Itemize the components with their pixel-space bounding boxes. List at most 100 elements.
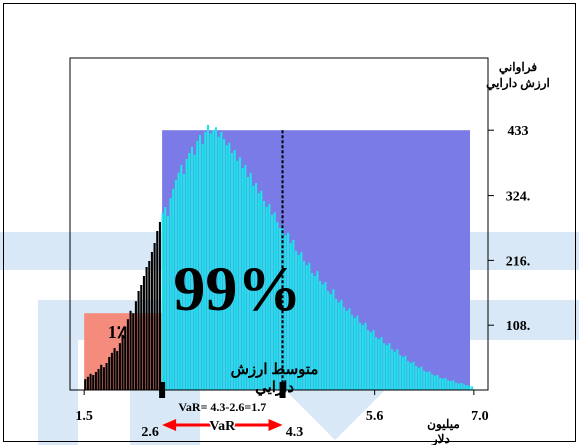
histogram-bar [230,153,234,390]
x-tick-label-var: 2.6 [141,425,159,440]
histogram-bar [148,261,151,390]
histogram-bar [433,375,436,390]
histogram-bar [375,337,378,390]
histogram-bar [84,379,87,390]
var-arrow-head-right [268,419,283,431]
y-tick-label: 324. [506,190,531,205]
histogram-bar [252,186,255,390]
histogram-bar [238,157,242,390]
histogram-bar [116,351,119,390]
histogram-bar [190,147,193,390]
histogram-bar [415,366,418,390]
x-axis-label-line1: ميليون [427,417,460,432]
histogram-bar [367,330,370,390]
mean-label-line1: متوسط ارزش [231,362,319,378]
y-axis-label-line2: ارزش دارايي [486,76,550,91]
histogram-bar [428,371,431,390]
histogram-bar [94,372,97,390]
histogram-bar [129,310,132,390]
x-axis-label-line2: دلار [431,432,450,445]
histogram-bar [113,348,116,390]
histogram-bar [225,145,228,390]
histogram-bar [177,172,180,390]
histogram-bar [377,339,380,390]
var-threshold-marker [159,382,166,398]
body-percent-label: 99% [173,253,301,324]
histogram-bar [209,133,212,390]
histogram-bar [279,228,282,390]
histogram-bar [452,380,455,390]
histogram-bar [311,273,314,390]
histogram-bar [313,276,316,390]
histogram-bar [391,349,394,390]
histogram-bar [233,150,236,390]
histogram-bar [455,382,458,390]
histogram-bar [385,345,388,390]
histogram-bar [300,252,303,390]
histogram-bar [188,153,191,390]
histogram-bar [431,374,434,390]
histogram-bar [262,201,266,390]
histogram-bar [212,130,215,390]
histogram-bar [169,198,172,390]
histogram-bar [471,386,474,390]
histogram-bar [348,308,351,390]
histogram-bar [380,337,383,390]
histogram-bar [92,375,95,390]
y-tick-label: 433 [508,124,529,139]
histogram-bar [124,327,127,390]
histogram-bar [361,325,364,390]
histogram-bar [436,375,439,390]
histogram-bar [468,385,471,390]
histogram-bar [388,343,391,390]
x-tick-label: 7.0 [471,409,489,424]
histogram-bar [401,357,404,390]
histogram-bar [359,322,362,390]
histogram-bar [158,222,161,390]
histogram-bar [393,351,396,390]
histogram-bar [289,243,292,390]
histogram-bar [404,355,407,390]
histogram-bar [241,168,244,390]
histogram-bar [214,127,218,390]
histogram-bar [236,160,239,390]
histogram-bar [254,183,258,390]
histogram-bar [425,372,428,390]
histogram-bar [441,378,444,390]
histogram-bar [353,318,356,390]
histogram-bar [198,135,201,390]
histogram-bar [270,214,274,390]
histogram-bar [246,177,250,390]
histogram-bar [108,357,111,390]
y-tick-label: 216. [506,254,531,269]
histogram-bar [444,378,447,390]
histogram-bar [332,289,335,390]
histogram-bar [417,367,420,390]
histogram-bar [295,250,298,390]
x-tick-label: 1.5 [75,409,93,424]
var-arrow-head-left [162,419,177,431]
histogram-bar [284,235,287,390]
histogram-bar [364,322,367,390]
histogram-bar [329,294,332,390]
histogram-bar [292,240,295,390]
histogram-bar [449,381,452,390]
histogram-bar [276,222,279,390]
histogram-bar [206,124,210,391]
histogram-bar [420,366,423,390]
histogram-bar [465,385,468,390]
x-tick-label: 5.6 [366,409,384,424]
histogram-bar [185,159,188,390]
histogram-bar [457,383,460,390]
histogram-bar [303,261,306,390]
y-tick-label: 108. [506,319,531,334]
histogram-bar [319,280,322,390]
histogram-bar [150,252,153,390]
histogram-bar [145,267,148,390]
histogram-bar [447,380,450,390]
tail-percent-label: 1٪ [108,322,127,342]
histogram-bar [174,180,177,390]
histogram-bar [132,313,135,390]
histogram-bar [287,232,290,390]
